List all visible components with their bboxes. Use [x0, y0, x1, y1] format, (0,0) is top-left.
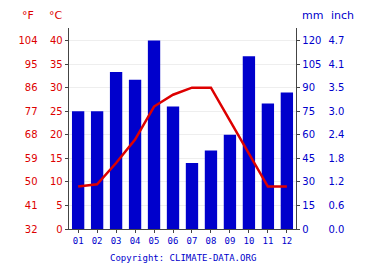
svg-text:0.6: 0.6 — [328, 200, 344, 211]
svg-text:4.1: 4.1 — [328, 59, 344, 70]
svg-text:15: 15 — [302, 200, 315, 211]
svg-text:104: 104 — [19, 35, 38, 46]
svg-text:10: 10 — [243, 236, 254, 246]
svg-text:50: 50 — [25, 176, 38, 187]
svg-text:03: 03 — [111, 236, 122, 246]
svg-text:10: 10 — [50, 176, 63, 187]
svg-text:11: 11 — [262, 236, 273, 246]
svg-text:41: 41 — [25, 200, 38, 211]
svg-text:01: 01 — [73, 236, 84, 246]
svg-text:2.4: 2.4 — [328, 129, 344, 140]
svg-text:60: 60 — [302, 129, 315, 140]
svg-text:mm: mm — [302, 9, 323, 22]
svg-text:12: 12 — [281, 236, 292, 246]
svg-text:0: 0 — [302, 224, 308, 235]
svg-text:Copyright: CLIMATE-DATA.ORG: Copyright: CLIMATE-DATA.ORG — [110, 253, 256, 263]
svg-text:30: 30 — [302, 176, 315, 187]
svg-text:68: 68 — [25, 129, 38, 140]
svg-text:05: 05 — [149, 236, 160, 246]
svg-text:1.8: 1.8 — [328, 153, 344, 164]
svg-text:1.2: 1.2 — [328, 176, 344, 187]
svg-text:105: 105 — [302, 59, 321, 70]
svg-text:90: 90 — [302, 82, 315, 93]
svg-text:0.0: 0.0 — [328, 224, 344, 235]
svg-text:32: 32 — [25, 224, 38, 235]
svg-text:77: 77 — [25, 106, 38, 117]
svg-text:°F: °F — [22, 9, 34, 22]
svg-text:09: 09 — [225, 236, 236, 246]
svg-text:04: 04 — [130, 236, 141, 246]
svg-text:30: 30 — [50, 82, 63, 93]
svg-text:0: 0 — [56, 224, 62, 235]
svg-text:45: 45 — [302, 153, 315, 164]
svg-text:°C: °C — [49, 9, 63, 22]
svg-text:07: 07 — [187, 236, 198, 246]
svg-text:06: 06 — [168, 236, 179, 246]
svg-text:95: 95 — [25, 59, 38, 70]
svg-text:08: 08 — [206, 236, 217, 246]
svg-text:3.5: 3.5 — [328, 82, 344, 93]
svg-text:4.7: 4.7 — [328, 35, 344, 46]
svg-text:40: 40 — [50, 35, 63, 46]
svg-text:5: 5 — [56, 200, 62, 211]
svg-text:120: 120 — [302, 35, 321, 46]
svg-text:15: 15 — [50, 153, 63, 164]
svg-text:3.0: 3.0 — [328, 106, 344, 117]
svg-text:inch: inch — [331, 9, 354, 22]
svg-text:02: 02 — [92, 236, 103, 246]
svg-text:86: 86 — [25, 82, 38, 93]
svg-text:25: 25 — [50, 106, 63, 117]
svg-text:20: 20 — [50, 129, 63, 140]
svg-text:75: 75 — [302, 106, 315, 117]
svg-text:59: 59 — [25, 153, 38, 164]
svg-text:35: 35 — [50, 59, 63, 70]
